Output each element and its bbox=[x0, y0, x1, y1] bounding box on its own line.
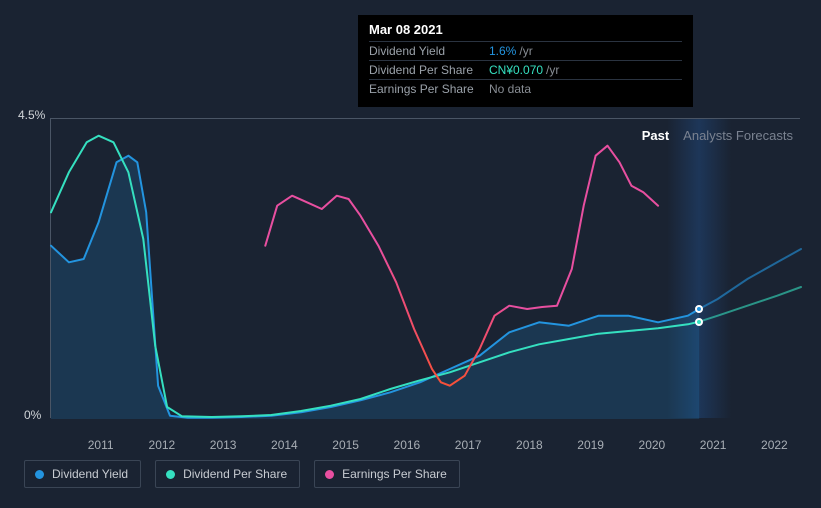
x-axis-tick-label: 2015 bbox=[315, 438, 376, 452]
forecast-tabs: Past Analysts Forecasts bbox=[642, 128, 793, 143]
tooltip-label: Earnings Per Share bbox=[369, 82, 489, 96]
legend-item-dividend-yield[interactable]: Dividend Yield bbox=[24, 460, 141, 488]
tooltip-row: Dividend Per Share CN¥0.070/yr bbox=[369, 60, 682, 79]
x-axis-tick-label: 2022 bbox=[744, 438, 805, 452]
plot-area[interactable] bbox=[50, 118, 800, 418]
tooltip-unit: /yr bbox=[519, 44, 532, 58]
x-axis-tick-label: 2020 bbox=[621, 438, 682, 452]
x-axis-tick-label: 2019 bbox=[560, 438, 621, 452]
x-axis-tick-label: 2012 bbox=[131, 438, 192, 452]
x-axis-tick-label: 2016 bbox=[376, 438, 437, 452]
tooltip-label: Dividend Yield bbox=[369, 44, 489, 58]
legend-label: Dividend Per Share bbox=[183, 467, 287, 481]
chart-tooltip: Mar 08 2021 Dividend Yield 1.6%/yr Divid… bbox=[358, 15, 693, 107]
series-marker bbox=[695, 318, 703, 326]
tooltip-date: Mar 08 2021 bbox=[369, 22, 682, 37]
legend-label: Dividend Yield bbox=[52, 467, 128, 481]
tooltip-row: Earnings Per Share No data bbox=[369, 79, 682, 98]
legend-item-dividend-per-share[interactable]: Dividend Per Share bbox=[155, 460, 300, 488]
legend-dot-icon bbox=[166, 470, 175, 479]
tab-past[interactable]: Past bbox=[642, 128, 669, 143]
tooltip-row: Dividend Yield 1.6%/yr bbox=[369, 41, 682, 60]
y-axis-max-label: 4.5% bbox=[18, 108, 45, 122]
chart-svg bbox=[51, 119, 800, 418]
tooltip-label: Dividend Per Share bbox=[369, 63, 489, 77]
x-axis-tick-label: 2011 bbox=[70, 438, 131, 452]
tooltip-value: 1.6% bbox=[489, 44, 516, 58]
legend-label: Earnings Per Share bbox=[342, 467, 447, 481]
tooltip-unit: /yr bbox=[546, 63, 559, 77]
legend-dot-icon bbox=[325, 470, 334, 479]
legend-dot-icon bbox=[35, 470, 44, 479]
series-marker bbox=[695, 305, 703, 313]
x-axis-tick-label: 2014 bbox=[254, 438, 315, 452]
chart-legend: Dividend Yield Dividend Per Share Earnin… bbox=[24, 460, 460, 488]
y-axis-min-label: 0% bbox=[24, 408, 41, 422]
x-axis-tick-label: 2017 bbox=[438, 438, 499, 452]
x-axis-tick-label: 2013 bbox=[193, 438, 254, 452]
x-axis-tick-label: 2021 bbox=[683, 438, 744, 452]
tab-analysts-forecasts[interactable]: Analysts Forecasts bbox=[683, 128, 793, 143]
legend-item-earnings-per-share[interactable]: Earnings Per Share bbox=[314, 460, 460, 488]
dividend-chart: 4.5% 0% 20112012201320142015201620172018… bbox=[20, 110, 800, 430]
x-axis-labels: 2011201220132014201520162017201820192020… bbox=[70, 438, 805, 452]
x-axis-tick-label: 2018 bbox=[499, 438, 560, 452]
tooltip-value: No data bbox=[489, 82, 531, 96]
tooltip-value: CN¥0.070 bbox=[489, 63, 543, 77]
